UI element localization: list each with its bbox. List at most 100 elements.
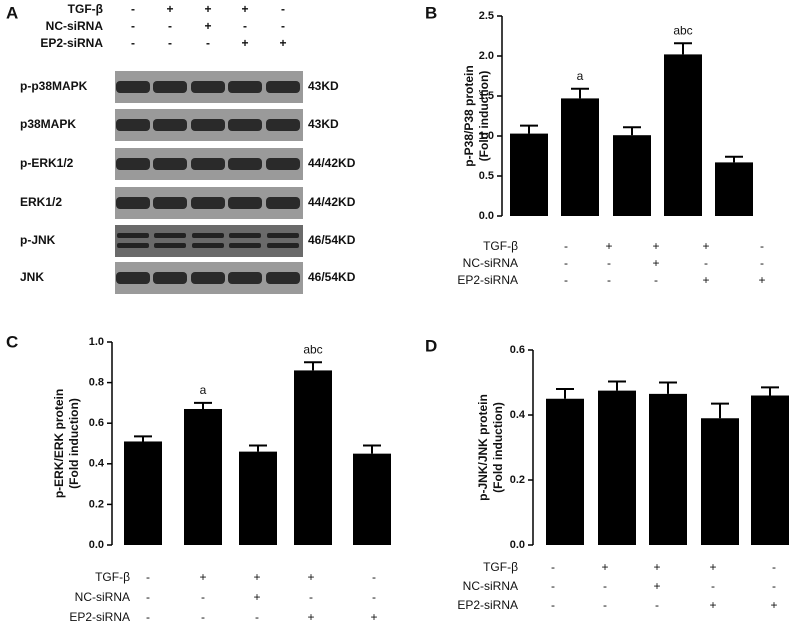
condition-sign: + xyxy=(652,256,659,270)
bar xyxy=(184,408,222,545)
blot-band xyxy=(191,272,225,284)
condition-sign: + xyxy=(241,36,248,50)
blot-band xyxy=(228,197,262,209)
condition-label: EP2-siRNA xyxy=(40,36,103,50)
condition-sign: + xyxy=(199,570,206,584)
bar xyxy=(613,135,651,216)
condition-sign: - xyxy=(772,579,776,593)
band-label: JNK xyxy=(20,270,44,284)
error-bar xyxy=(194,401,212,409)
condition-sign: - xyxy=(551,598,555,612)
y-tick-label: 1.0 xyxy=(479,130,494,142)
y-axis-label: p-ERK/ERK protein xyxy=(52,389,66,498)
band-size: 46/54KD xyxy=(308,233,356,247)
band-size: 43KD xyxy=(308,79,339,93)
error-bar xyxy=(304,361,322,371)
condition-sign: + xyxy=(253,590,260,604)
error-bar xyxy=(608,380,626,391)
blot-band xyxy=(117,243,149,248)
condition-sign: - xyxy=(206,36,210,50)
error-bar xyxy=(249,444,267,452)
error-bar xyxy=(659,381,677,394)
condition-sign: - xyxy=(772,560,776,574)
condition-sign: + xyxy=(601,560,608,574)
bar xyxy=(294,370,332,545)
blot-band xyxy=(266,158,300,170)
error-bar xyxy=(761,386,779,396)
error-bar xyxy=(725,155,743,163)
condition-sign: - xyxy=(551,579,555,593)
bar xyxy=(751,395,789,545)
band-label: p-JNK xyxy=(20,233,56,247)
condition-sign: + xyxy=(241,2,248,16)
condition-sign: - xyxy=(603,579,607,593)
condition-sign: - xyxy=(564,273,568,287)
condition-label: EP2-siRNA xyxy=(457,598,518,612)
bar xyxy=(353,453,391,545)
condition-sign: - xyxy=(372,570,376,584)
significance-label: a xyxy=(200,383,207,397)
panel-label: A xyxy=(6,3,18,22)
condition-sign: - xyxy=(760,256,764,270)
condition-sign: - xyxy=(255,610,259,624)
blot-band xyxy=(153,197,187,209)
condition-sign: + xyxy=(307,610,314,624)
condition-sign: + xyxy=(279,36,286,50)
blot-band xyxy=(154,233,186,238)
condition-sign: + xyxy=(253,570,260,584)
panel-label: C xyxy=(6,332,18,351)
condition-sign: - xyxy=(704,256,708,270)
condition-sign: - xyxy=(146,610,150,624)
band-label: ERK1/2 xyxy=(20,195,62,209)
condition-sign: - xyxy=(243,19,247,33)
condition-sign: - xyxy=(131,36,135,50)
condition-label: NC-siRNA xyxy=(463,579,518,593)
y-tick-label: 2.0 xyxy=(479,50,494,62)
y-axis-label: (Fold induction) xyxy=(477,71,491,162)
condition-sign: - xyxy=(131,19,135,33)
condition-sign: - xyxy=(564,256,568,270)
y-axis-label: p-JNK/JNK protein xyxy=(476,394,490,501)
condition-sign: - xyxy=(201,590,205,604)
condition-label: NC-siRNA xyxy=(75,590,130,604)
panel-label: D xyxy=(425,336,437,355)
band-size: 46/54KD xyxy=(308,270,356,284)
condition-sign: + xyxy=(166,2,173,16)
y-tick-label: 0.5 xyxy=(479,170,494,182)
blot-band xyxy=(116,272,150,284)
blot-band xyxy=(191,158,225,170)
condition-sign: + xyxy=(709,598,716,612)
condition-label: EP2-siRNA xyxy=(457,273,518,287)
y-tick-label: 2.5 xyxy=(479,10,494,22)
error-bar xyxy=(134,435,152,442)
condition-label: TGF-β xyxy=(483,560,518,574)
condition-label: NC-siRNA xyxy=(46,19,104,33)
condition-sign: + xyxy=(709,560,716,574)
blot-band xyxy=(153,119,187,131)
condition-sign: - xyxy=(711,579,715,593)
blot-band xyxy=(229,233,261,238)
bar xyxy=(701,418,739,545)
blot-band xyxy=(228,81,262,93)
bar xyxy=(715,162,753,216)
blot-band xyxy=(192,233,224,238)
blot-band xyxy=(266,272,300,284)
condition-sign: - xyxy=(603,598,607,612)
y-tick-label: 1.0 xyxy=(89,336,104,348)
condition-sign: - xyxy=(281,19,285,33)
blot-band xyxy=(116,158,150,170)
error-bar xyxy=(711,402,729,419)
condition-sign: + xyxy=(653,560,660,574)
band-size: 44/42KD xyxy=(308,195,356,209)
condition-sign: + xyxy=(652,239,659,253)
blot-band xyxy=(154,243,186,248)
condition-sign: - xyxy=(564,239,568,253)
condition-sign: - xyxy=(372,590,376,604)
y-axis-label: (Fold induction) xyxy=(491,402,505,493)
error-bar xyxy=(520,124,538,134)
error-bar xyxy=(556,388,574,399)
condition-sign: + xyxy=(770,598,777,612)
condition-sign: - xyxy=(760,239,764,253)
condition-sign: + xyxy=(204,2,211,16)
condition-sign: + xyxy=(702,239,709,253)
